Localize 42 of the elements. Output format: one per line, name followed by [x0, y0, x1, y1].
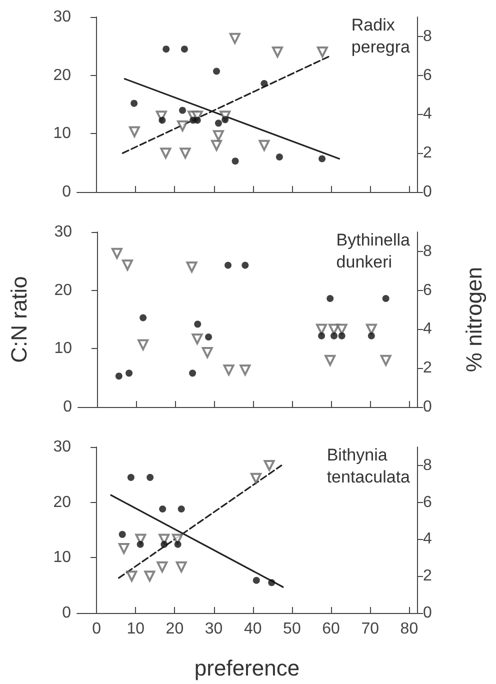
y-tick-label: 30: [53, 438, 72, 456]
y-tick-label: 10: [54, 340, 72, 358]
y-tick-label: 30: [53, 8, 72, 26]
y2-tick-label: 8: [423, 28, 432, 45]
y2-tick-label: 6: [423, 494, 432, 511]
x-tick-label: 20: [166, 620, 184, 638]
x-tick-label: 70: [361, 620, 380, 638]
y-tick-label: 30: [54, 224, 72, 240]
x-tick-label: 60: [322, 620, 340, 638]
y2-tick-label: 0: [423, 184, 432, 200]
x-tick-label: 40: [244, 620, 262, 638]
y-tick-label: 0: [62, 184, 72, 200]
x-tick-label: 50: [283, 620, 301, 638]
y2-tick-label: 8: [423, 456, 432, 474]
x-tick-label: 0: [92, 620, 102, 638]
y-tick-label: 10: [53, 125, 72, 142]
y-tick-label: 0: [63, 398, 72, 416]
y2-tick-label: 2: [423, 568, 432, 585]
y2-tick-label: 0: [423, 604, 432, 622]
y-tick-label: 0: [62, 604, 72, 622]
y2-tick-label: 4: [423, 106, 432, 123]
x-tick-label: 80: [400, 620, 418, 638]
y2-tick-label: 0: [423, 398, 432, 416]
x-axis-title: preference: [194, 656, 300, 680]
y2-tick-label: 4: [423, 530, 432, 548]
x-tick-label: 30: [204, 620, 223, 638]
x-tick-label: 10: [126, 620, 145, 638]
annotation: Radix peregra: [351, 16, 411, 56]
y-tick-label: 20: [53, 66, 72, 84]
y2-axis-title: % nitrogen: [462, 266, 486, 372]
y-tick-label: 20: [53, 494, 72, 511]
y2-tick-label: 4: [423, 320, 432, 338]
y-tick-label: 20: [54, 282, 72, 299]
y2-tick-label: 2: [423, 144, 432, 162]
y2-tick-label: 8: [423, 242, 432, 260]
y-axis-title: C:N ratio: [6, 276, 32, 363]
y2-tick-label: 6: [423, 282, 432, 299]
annotation: Bythinella dunkeri: [336, 230, 411, 272]
annotation: Bithynia tentaculata: [326, 446, 411, 486]
y2-tick-label: 2: [423, 360, 432, 377]
y-tick-label: 10: [53, 549, 72, 566]
y2-tick-label: 6: [423, 66, 432, 84]
